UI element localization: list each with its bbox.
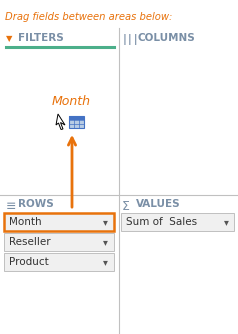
Text: ▾: ▾ [103, 217, 108, 227]
Bar [121, 213, 234, 231]
Text: Month: Month [52, 95, 91, 108]
Text: Sum of  Sales: Sum of Sales [126, 217, 197, 227]
Text: ROWS: ROWS [18, 199, 54, 209]
Text: Reseller: Reseller [9, 237, 51, 247]
Text: Month: Month [9, 217, 42, 227]
Bar [69, 116, 84, 128]
Text: ▾: ▾ [103, 257, 108, 267]
Bar [4, 253, 114, 271]
Bar [4, 213, 114, 231]
Text: VALUES: VALUES [136, 199, 181, 209]
Text: ▾: ▾ [103, 237, 108, 247]
Bar [69, 116, 84, 120]
Text: COLUMNS: COLUMNS [138, 33, 196, 43]
Text: Σ: Σ [122, 200, 130, 213]
Text: Drag fields between areas below:: Drag fields between areas below: [5, 12, 172, 22]
Text: FILTERS: FILTERS [18, 33, 64, 43]
Polygon shape [56, 114, 65, 130]
Bar [4, 233, 114, 251]
Text: |||: ||| [122, 34, 140, 45]
Text: ▼: ▼ [6, 34, 13, 43]
Text: ≡: ≡ [6, 200, 16, 213]
Text: Product: Product [9, 257, 49, 267]
Text: ▾: ▾ [224, 217, 229, 227]
